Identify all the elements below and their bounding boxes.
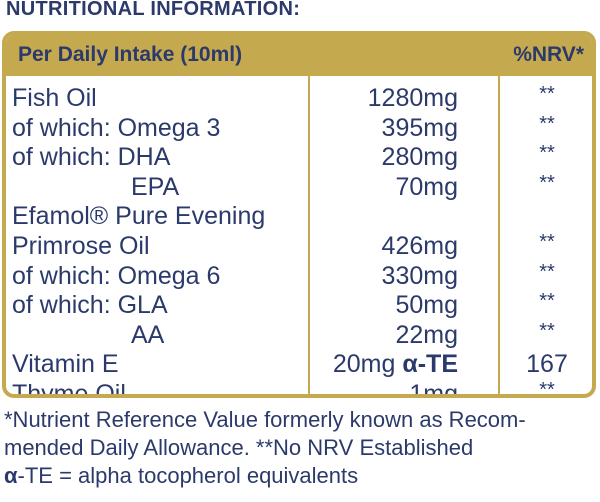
nutrient-amount: 1mg: [409, 379, 458, 398]
table-row: Efamol® Pure Evening: [6, 202, 592, 232]
footnote: *Nutrient Reference Value formerly known…: [4, 406, 596, 490]
table-row: EPA 70mg **: [6, 172, 592, 203]
nutrient-amount: 330mg: [381, 261, 458, 290]
column-divider: [308, 76, 310, 394]
nutrient-name: EPA: [131, 172, 180, 201]
table-row: of which: GLA 50mg **: [6, 290, 592, 321]
nutrient-name: Vitamin E: [12, 350, 119, 379]
header-nrv: %NRV*: [513, 43, 584, 66]
nutrient-nrv: **: [539, 260, 555, 283]
table-row: of which: DHA 280mg **: [6, 142, 592, 173]
nutrient-amount: 426mg: [381, 231, 458, 260]
table-row: Thyme Oil 1mg **: [6, 379, 592, 398]
nutrient-nrv: **: [539, 290, 555, 313]
nutrient-nrv: **: [539, 378, 555, 398]
nutrient-nrv: **: [539, 319, 555, 342]
nutrient-name: Fish Oil: [12, 84, 97, 112]
table-header: Per Daily Intake (10ml) %NRV*: [6, 35, 592, 76]
nutrient-amount: 280mg: [381, 143, 458, 172]
nutrient-nrv: **: [539, 171, 555, 194]
nutrient-name: of which: DHA: [12, 143, 171, 172]
nutrient-nrv: 167: [526, 350, 568, 379]
amount-value: 20mg: [332, 350, 403, 379]
nutrient-nrv: **: [539, 112, 555, 135]
table-row: AA 22mg **: [6, 320, 592, 351]
nutrient-amount: 1280mg: [367, 84, 458, 112]
nutrient-amount: 22mg: [395, 320, 458, 349]
table-row: Fish Oil 1280mg **: [6, 83, 592, 114]
nutrient-amount: 395mg: [381, 113, 458, 142]
nutrient-nrv: **: [539, 142, 555, 165]
header-daily-intake: Per Daily Intake (10ml): [18, 43, 243, 66]
nutrient-name: of which: Omega 6: [12, 261, 221, 290]
footnote-line: α-TE = alpha tocopherol equivalents: [4, 462, 596, 490]
footnote-line: mended Daily Allowance. **No NRV Establi…: [4, 435, 474, 460]
nutrient-amount: 50mg: [395, 291, 458, 320]
table-row: Primrose Oil 426mg **: [6, 231, 592, 262]
nutrient-name: of which: GLA: [12, 291, 168, 320]
nutrient-name: AA: [131, 320, 165, 349]
column-divider: [498, 76, 500, 394]
nutrient-amount: 70mg: [395, 172, 458, 201]
amount-unit: α-TE: [402, 350, 458, 379]
nutrient-name: Primrose Oil: [12, 231, 150, 260]
nutrient-name: Efamol® Pure Evening: [12, 202, 266, 231]
table-row: of which: Omega 3 395mg **: [6, 113, 592, 144]
footnote-line: *Nutrient Reference Value formerly known…: [4, 407, 526, 432]
nutrient-nrv: **: [539, 230, 555, 253]
nutrient-name: Thyme Oil: [12, 379, 126, 398]
footnote-text: -TE = alpha tocopherol equivalents: [17, 463, 359, 488]
alpha-symbol: α: [4, 463, 18, 488]
table-row: of which: Omega 6 330mg **: [6, 261, 592, 292]
table-body: Fish Oil 1280mg ** of which: Omega 3 395…: [6, 83, 592, 398]
nutrient-amount: 20mg α-TE: [333, 350, 458, 380]
nutrient-nrv: **: [539, 83, 555, 105]
table-row: Vitamin E 20mg α-TE 167: [6, 350, 592, 380]
nutrition-table: Per Daily Intake (10ml) %NRV* Fish Oil 1…: [2, 31, 596, 398]
section-heading: NUTRITIONAL INFORMATION:: [6, 0, 301, 20]
nutrient-name: of which: Omega 3: [12, 113, 221, 142]
